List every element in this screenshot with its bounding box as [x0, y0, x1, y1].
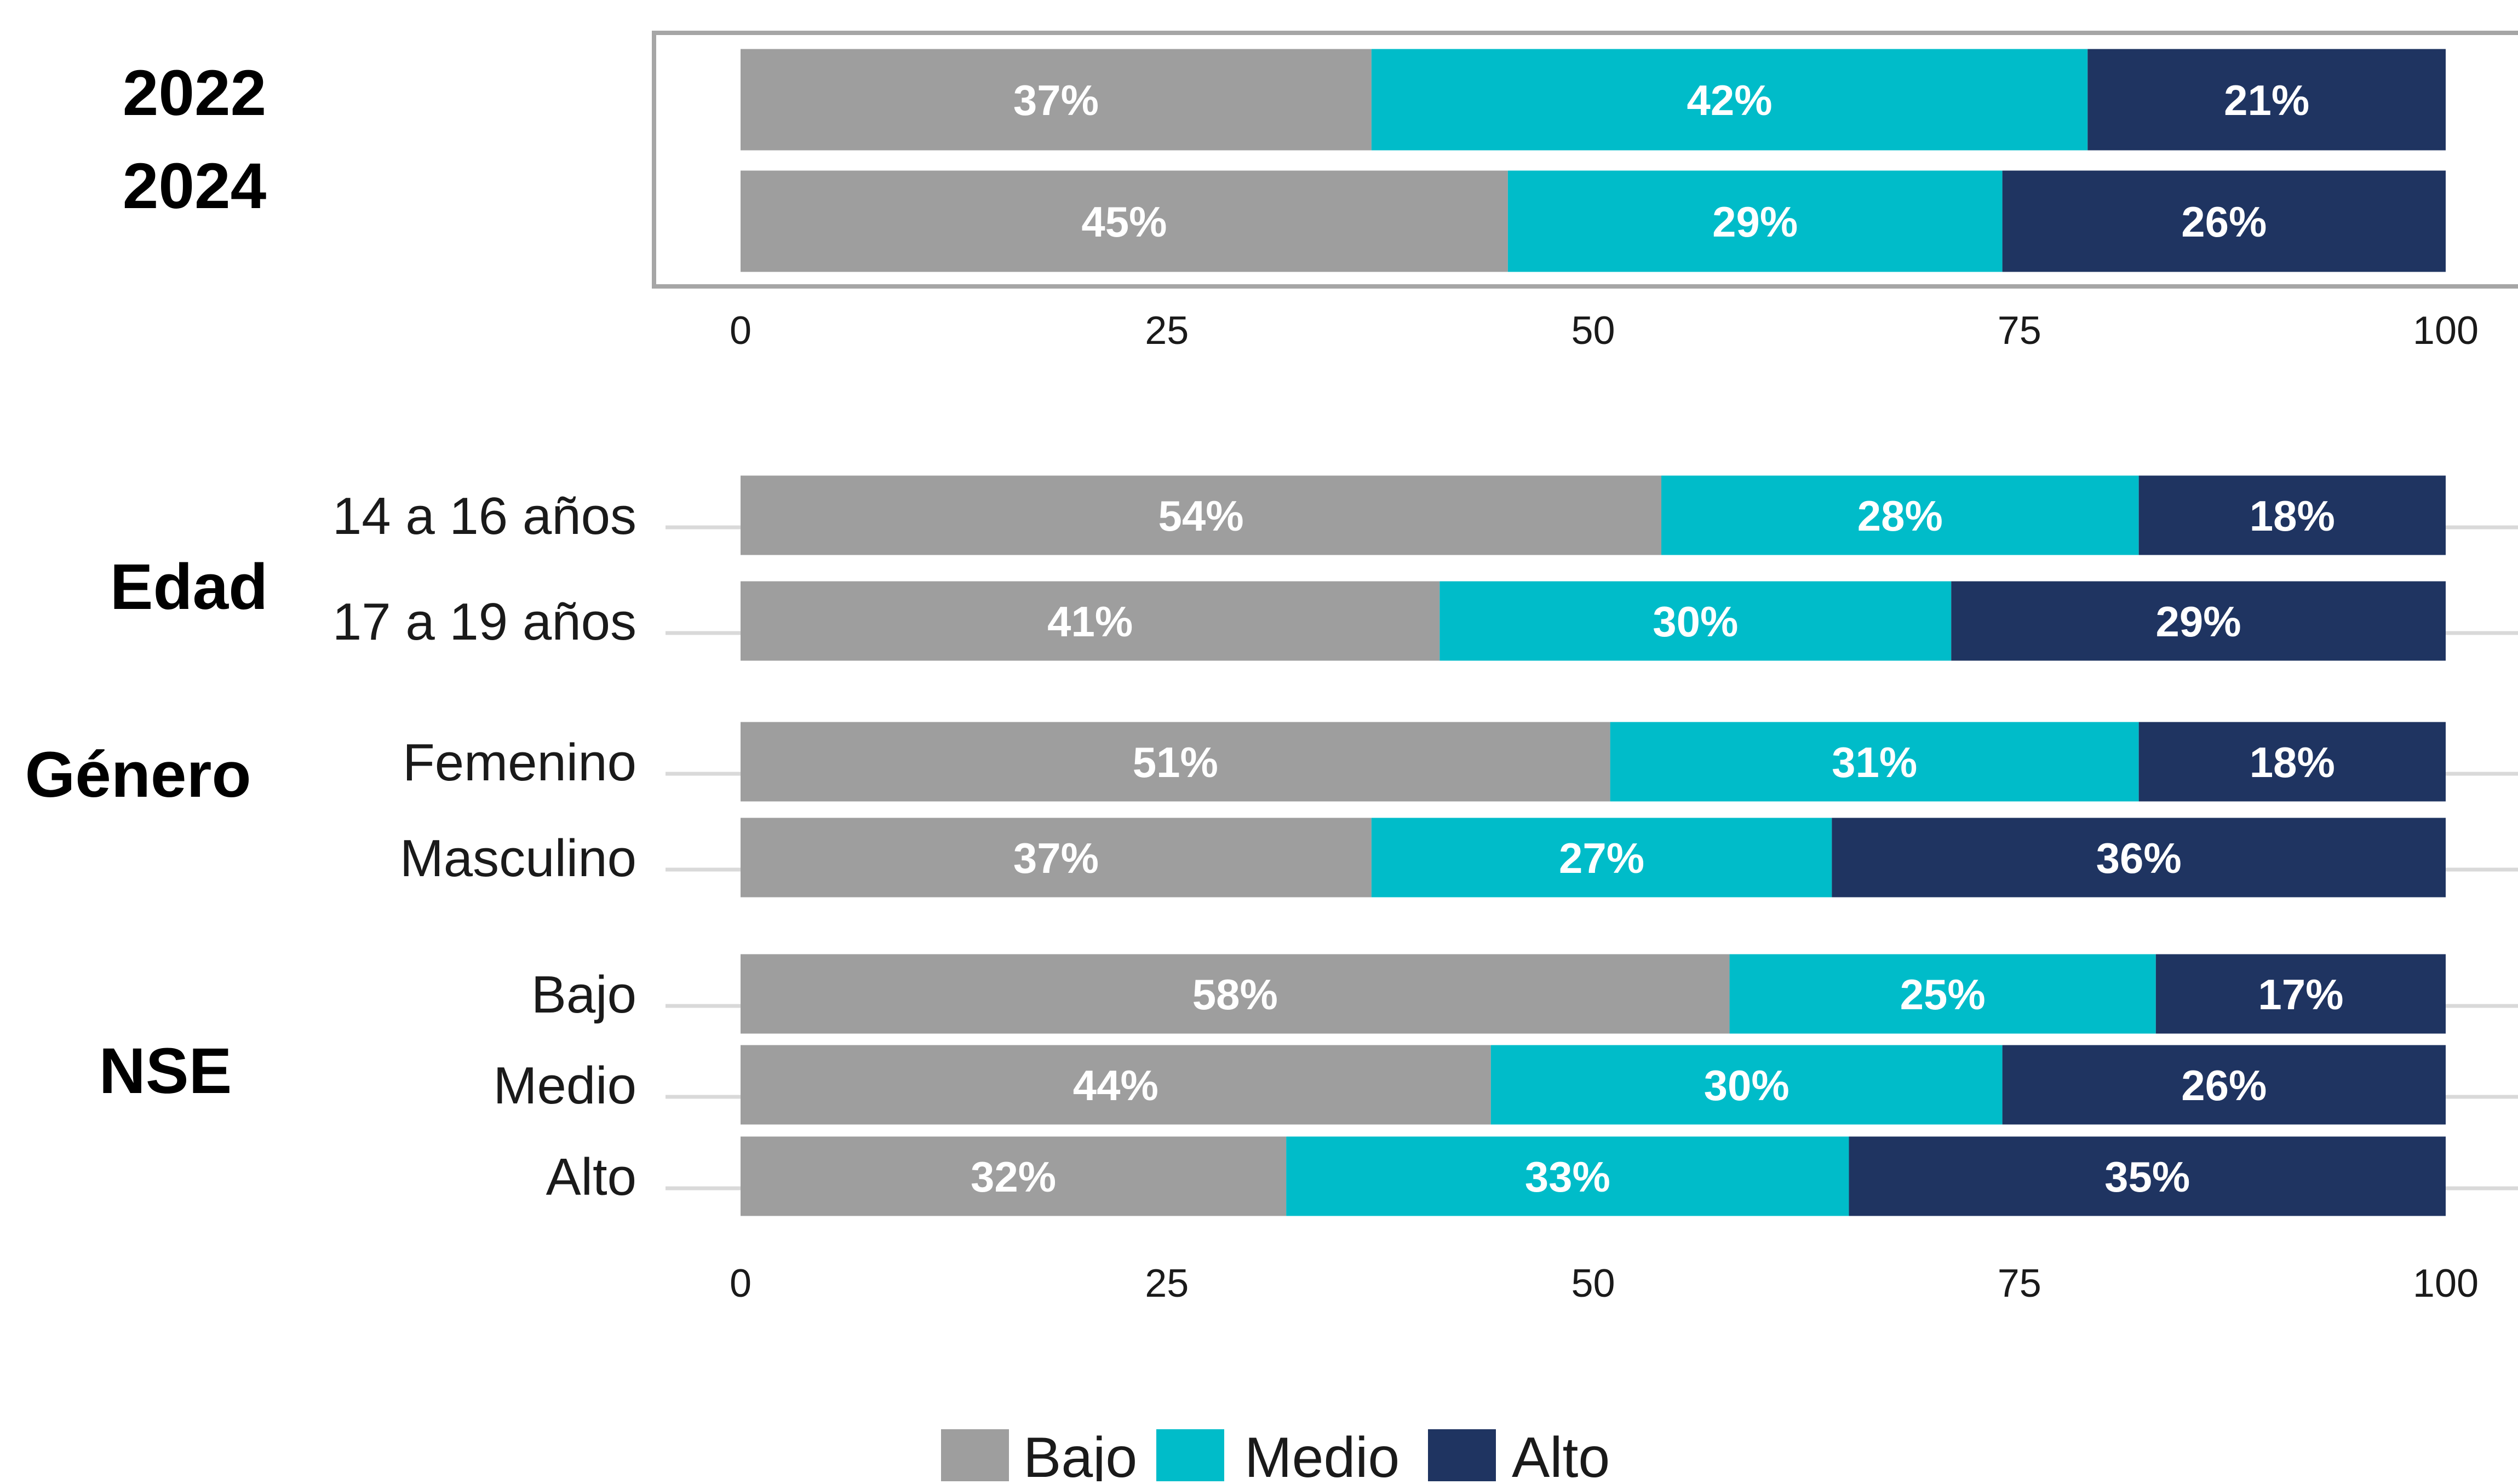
x-tick-label: 0 [730, 309, 752, 353]
year-label: 2024 [123, 150, 267, 222]
category-label: Masculino [400, 829, 636, 888]
bar-data-label: 28% [1857, 492, 1943, 540]
x-tick-label: 100 [2413, 309, 2479, 353]
bar-segment-bajo [741, 818, 1372, 898]
category-label: Alto [546, 1148, 636, 1206]
bar-data-label: 30% [1653, 597, 1738, 646]
x-tick-label: 50 [1571, 1262, 1615, 1305]
bar-segment-medio [1490, 1045, 2003, 1125]
x-tick-label: 50 [1571, 309, 1615, 353]
group-label: NSE [99, 1035, 232, 1107]
legend-swatch-medio [1156, 1429, 1224, 1484]
bar-data-label: 37% [1013, 76, 1099, 124]
bar-segment-alto [2138, 722, 2446, 802]
bar-segment-bajo [741, 49, 1372, 151]
bar-data-label: 45% [1081, 198, 1167, 246]
bar-data-label: 18% [2250, 492, 2335, 540]
bar-segment-medio [1371, 818, 1832, 898]
bar-segment-bajo [741, 581, 1440, 661]
x-tick-label: 25 [1145, 1262, 1189, 1305]
x-tick-label: 0 [730, 1262, 752, 1305]
bar-data-label: 44% [1073, 1061, 1158, 1109]
bar-segment-medio [1286, 1136, 1849, 1216]
bar-data-label: 58% [1192, 970, 1278, 1019]
bar-data-label: 36% [2096, 834, 2182, 882]
bar-segment-bajo [741, 475, 1662, 555]
bar-segment-bajo [741, 1045, 1491, 1125]
bar-data-label: 32% [971, 1153, 1056, 1201]
group-label: Edad [110, 551, 268, 623]
group-label: Género [25, 739, 251, 811]
year-label: 2022 [123, 57, 267, 129]
bar-segment-medio [1729, 954, 2156, 1034]
category-label: 14 a 16 años [332, 487, 636, 545]
bar-segment-alto [1951, 581, 2446, 661]
legend-label: Alto [1512, 1426, 1610, 1481]
bar-data-label: 30% [1704, 1061, 1789, 1109]
bar-segment-alto [1849, 1136, 2446, 1216]
bar-data-label: 41% [1047, 597, 1133, 646]
bar-segment-medio [1371, 49, 2088, 151]
bar-data-label: 29% [2156, 597, 2241, 646]
bar-segment-medio [1439, 581, 1952, 661]
bar-segment-alto [2138, 475, 2446, 555]
bar-data-label: 26% [2181, 1061, 2267, 1109]
bar-data-label: 31% [1832, 738, 1917, 786]
top-panel-border [652, 31, 2518, 289]
x-tick-label: 75 [1998, 1262, 2041, 1305]
bar-data-label: 35% [2104, 1153, 2190, 1201]
legend-swatch-alto [1428, 1429, 1496, 1484]
legend-label: Bajo [1023, 1426, 1137, 1481]
bar-segment-medio [1661, 475, 2139, 555]
bar-data-label: 18% [2250, 738, 2335, 786]
bar-segment-medio [1507, 170, 2003, 272]
bar-segment-bajo [741, 954, 1730, 1034]
x-tick-label: 100 [2413, 1262, 2479, 1305]
bar-segment-alto [2155, 954, 2446, 1034]
bar-segment-alto [2002, 170, 2446, 272]
legend-label: Medio [1244, 1426, 1399, 1481]
bar-segment-bajo [741, 722, 1610, 802]
bar-data-label: 26% [2181, 198, 2267, 246]
bar-data-label: 27% [1559, 834, 1644, 882]
category-label: 17 a 19 años [332, 593, 636, 651]
bar-segment-medio [1610, 722, 2139, 802]
bar-segment-bajo [741, 1136, 1287, 1216]
category-label: Medio [494, 1056, 636, 1115]
category-label: Bajo [531, 965, 636, 1024]
bar-data-label: 17% [2258, 970, 2343, 1019]
bar-data-label: 21% [2224, 76, 2309, 124]
bar-segment-alto [1832, 818, 2446, 898]
bar-data-label: 33% [1525, 1153, 1610, 1201]
legend-swatch-bajo [941, 1429, 1009, 1484]
bar-data-label: 29% [1712, 198, 1798, 246]
bar-data-label: 42% [1687, 76, 1772, 124]
bar-segment-alto [2002, 1045, 2446, 1125]
bar-data-label: 51% [1133, 738, 1218, 786]
x-tick-label: 25 [1145, 309, 1189, 353]
bar-segment-bajo [741, 170, 1508, 272]
bar-segment-alto [2087, 49, 2446, 151]
bar-data-label: 54% [1158, 492, 1243, 540]
category-label: Femenino [403, 733, 636, 792]
x-tick-label: 75 [1998, 309, 2041, 353]
bar-data-label: 25% [1900, 970, 1986, 1019]
bar-data-label: 37% [1013, 834, 1099, 882]
